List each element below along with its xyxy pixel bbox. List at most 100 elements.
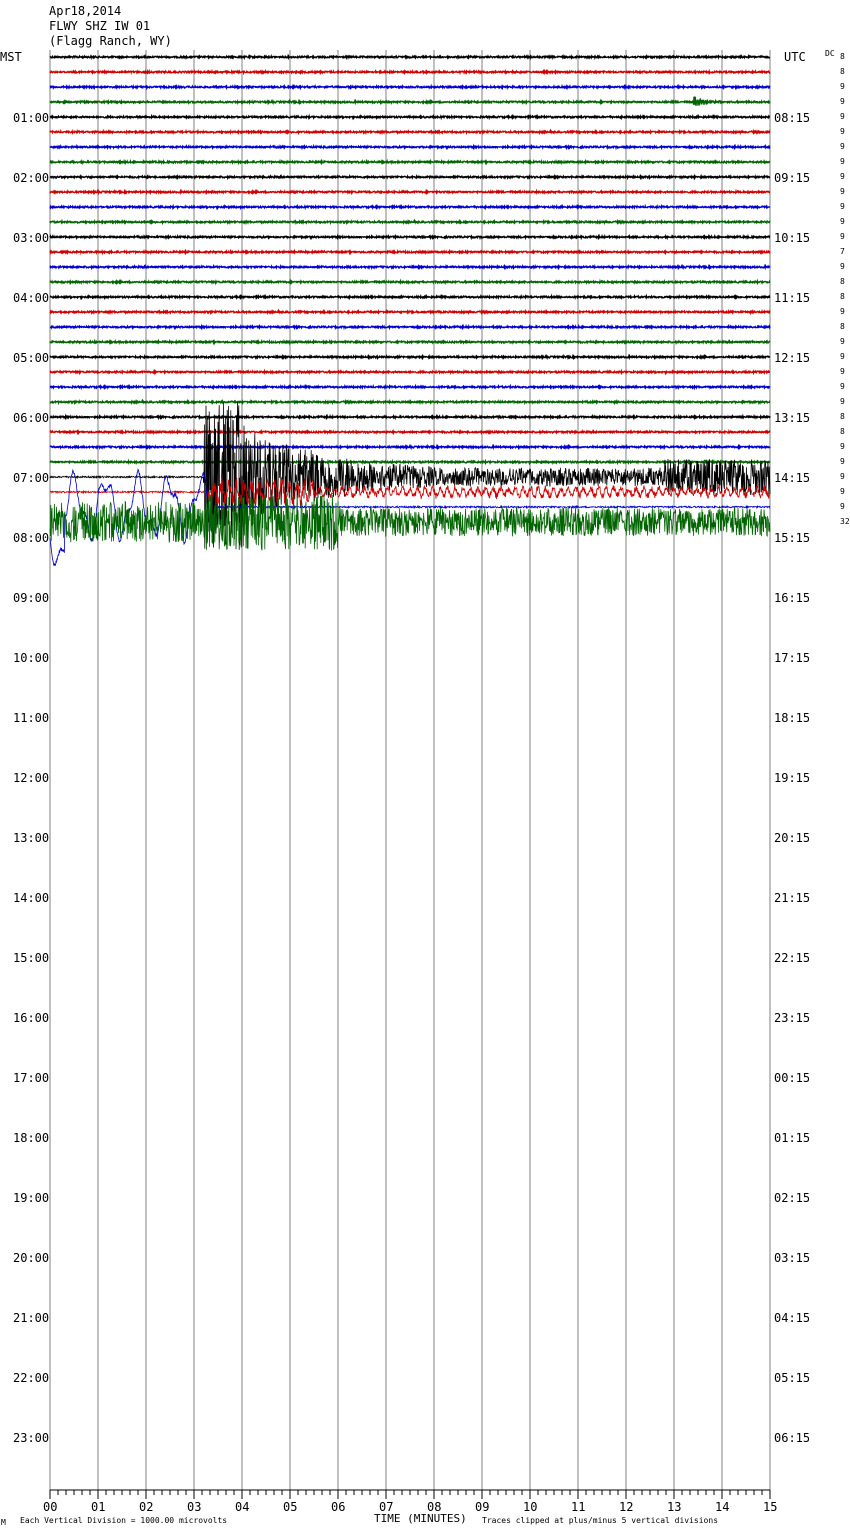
dc-value: 9 bbox=[840, 337, 845, 346]
utc-hour-label: 01:15 bbox=[774, 1131, 811, 1145]
seismic-trace bbox=[49, 401, 771, 550]
dc-value: 9 bbox=[840, 262, 845, 271]
dc-value: 9 bbox=[840, 502, 845, 511]
mst-hour-label: 04:00 bbox=[13, 291, 50, 305]
seismic-trace bbox=[49, 233, 771, 241]
seismic-trace bbox=[49, 353, 771, 361]
x-tick-label: 14 bbox=[715, 1500, 730, 1514]
seismic-trace bbox=[49, 113, 771, 121]
dc-value: 9 bbox=[840, 457, 845, 466]
seismic-trace bbox=[49, 477, 771, 507]
mst-hour-label: 10:00 bbox=[13, 651, 50, 665]
mst-hour-label: 18:00 bbox=[13, 1131, 50, 1145]
utc-hour-label: 16:15 bbox=[774, 591, 811, 605]
x-tick-label: 04 bbox=[235, 1500, 250, 1514]
utc-hour-label: 23:15 bbox=[774, 1011, 811, 1025]
mst-hour-label: 05:00 bbox=[13, 351, 50, 365]
dc-value: 7 bbox=[840, 247, 845, 256]
utc-hour-label: 04:15 bbox=[774, 1311, 811, 1325]
mst-hour-label: 19:00 bbox=[13, 1191, 50, 1205]
x-tick-label: 02 bbox=[139, 1500, 154, 1514]
seismic-trace bbox=[49, 368, 771, 376]
utc-hour-label: 02:15 bbox=[774, 1191, 811, 1205]
dc-value: 9 bbox=[840, 232, 845, 241]
dc-label: DC bbox=[825, 49, 835, 58]
mst-hour-label: 14:00 bbox=[13, 891, 50, 905]
seismic-trace bbox=[49, 248, 771, 256]
utc-hour-label: 06:15 bbox=[774, 1431, 811, 1445]
dc-value: 9 bbox=[840, 142, 845, 151]
dc-value: 9 bbox=[840, 217, 845, 226]
clip-note: Traces clipped at plus/minus 5 vertical … bbox=[482, 1516, 719, 1525]
seismic-trace bbox=[49, 143, 771, 151]
x-tick-label: 06 bbox=[331, 1500, 346, 1514]
seismic-trace bbox=[49, 263, 771, 271]
dc-value: 8 bbox=[840, 67, 845, 76]
location-label: (Flagg Ranch, WY) bbox=[49, 34, 172, 48]
utc-hour-label: 17:15 bbox=[774, 651, 811, 665]
dc-value: 9 bbox=[840, 97, 845, 106]
mst-hour-label: 13:00 bbox=[13, 831, 50, 845]
mst-hour-label: 15:00 bbox=[13, 951, 50, 965]
utc-hour-label: 11:15 bbox=[774, 291, 811, 305]
seismic-trace bbox=[49, 278, 771, 286]
utc-hour-label: 13:15 bbox=[774, 411, 811, 425]
x-tick-label: 01 bbox=[91, 1500, 106, 1514]
seismic-trace bbox=[49, 128, 771, 136]
seismic-trace bbox=[49, 383, 771, 391]
dc-value: 8 bbox=[840, 427, 845, 436]
dc-value: 9 bbox=[840, 307, 845, 316]
seismic-trace bbox=[49, 468, 770, 566]
dc-value: 9 bbox=[840, 382, 845, 391]
dc-value: 9 bbox=[840, 112, 845, 121]
x-tick-label: 05 bbox=[283, 1500, 298, 1514]
utc-hour-label: 19:15 bbox=[774, 771, 811, 785]
dc-value: 8 bbox=[840, 292, 845, 301]
seismic-trace bbox=[49, 158, 771, 166]
seismic-trace bbox=[49, 338, 771, 346]
dc-value: 9 bbox=[840, 487, 845, 496]
scale-note: Each Vertical Division = 1000.00 microvo… bbox=[20, 1516, 228, 1525]
seismic-trace bbox=[49, 218, 771, 226]
seismic-trace bbox=[49, 203, 771, 211]
dc-value: 9 bbox=[840, 442, 845, 451]
mst-hour-label: 06:00 bbox=[13, 411, 50, 425]
x-tick-label: 15 bbox=[763, 1500, 778, 1514]
dc-value: 9 bbox=[840, 472, 845, 481]
seismic-trace bbox=[49, 494, 771, 551]
dc-value: 9 bbox=[840, 367, 845, 376]
mst-hour-label: 17:00 bbox=[13, 1071, 50, 1085]
utc-hour-label: 14:15 bbox=[774, 471, 811, 485]
station-label: FLWY SHZ IW 01 bbox=[49, 19, 151, 33]
mst-hour-label: 23:00 bbox=[13, 1431, 50, 1445]
mst-hour-label: 20:00 bbox=[13, 1251, 50, 1265]
seismic-trace bbox=[49, 443, 771, 451]
utc-hour-label: 03:15 bbox=[774, 1251, 811, 1265]
utc-hour-label: 15:15 bbox=[774, 531, 811, 545]
mst-hour-label: 16:00 bbox=[13, 1011, 50, 1025]
mst-hour-label: 12:00 bbox=[13, 771, 50, 785]
header: Apr18,2014 FLWY SHZ IW 01 (Flagg Ranch, … bbox=[49, 4, 172, 49]
utc-hour-label: 21:15 bbox=[774, 891, 811, 905]
seismic-trace bbox=[49, 323, 771, 331]
mst-hour-label: 08:00 bbox=[13, 531, 50, 545]
seismic-trace bbox=[49, 458, 771, 466]
dc-value: 9 bbox=[840, 82, 845, 91]
utc-axis-label: UTC bbox=[784, 50, 806, 64]
seismic-trace bbox=[49, 428, 771, 436]
utc-hour-label: 18:15 bbox=[774, 711, 811, 725]
x-tick-label: 00 bbox=[43, 1500, 58, 1514]
dc-value: 9 bbox=[840, 127, 845, 136]
seismic-trace bbox=[49, 293, 771, 301]
mst-hour-label: 09:00 bbox=[13, 591, 50, 605]
seismic-trace bbox=[49, 68, 771, 76]
utc-hour-label: 00:15 bbox=[774, 1071, 811, 1085]
corner-mark: M bbox=[1, 1518, 6, 1527]
utc-hour-label: 22:15 bbox=[774, 951, 811, 965]
x-tick-label: 13 bbox=[667, 1500, 682, 1514]
x-tick-label: 07 bbox=[379, 1500, 394, 1514]
dc-value: 9 bbox=[840, 397, 845, 406]
x-tick-label: 03 bbox=[187, 1500, 202, 1514]
seismic-trace bbox=[49, 53, 771, 61]
